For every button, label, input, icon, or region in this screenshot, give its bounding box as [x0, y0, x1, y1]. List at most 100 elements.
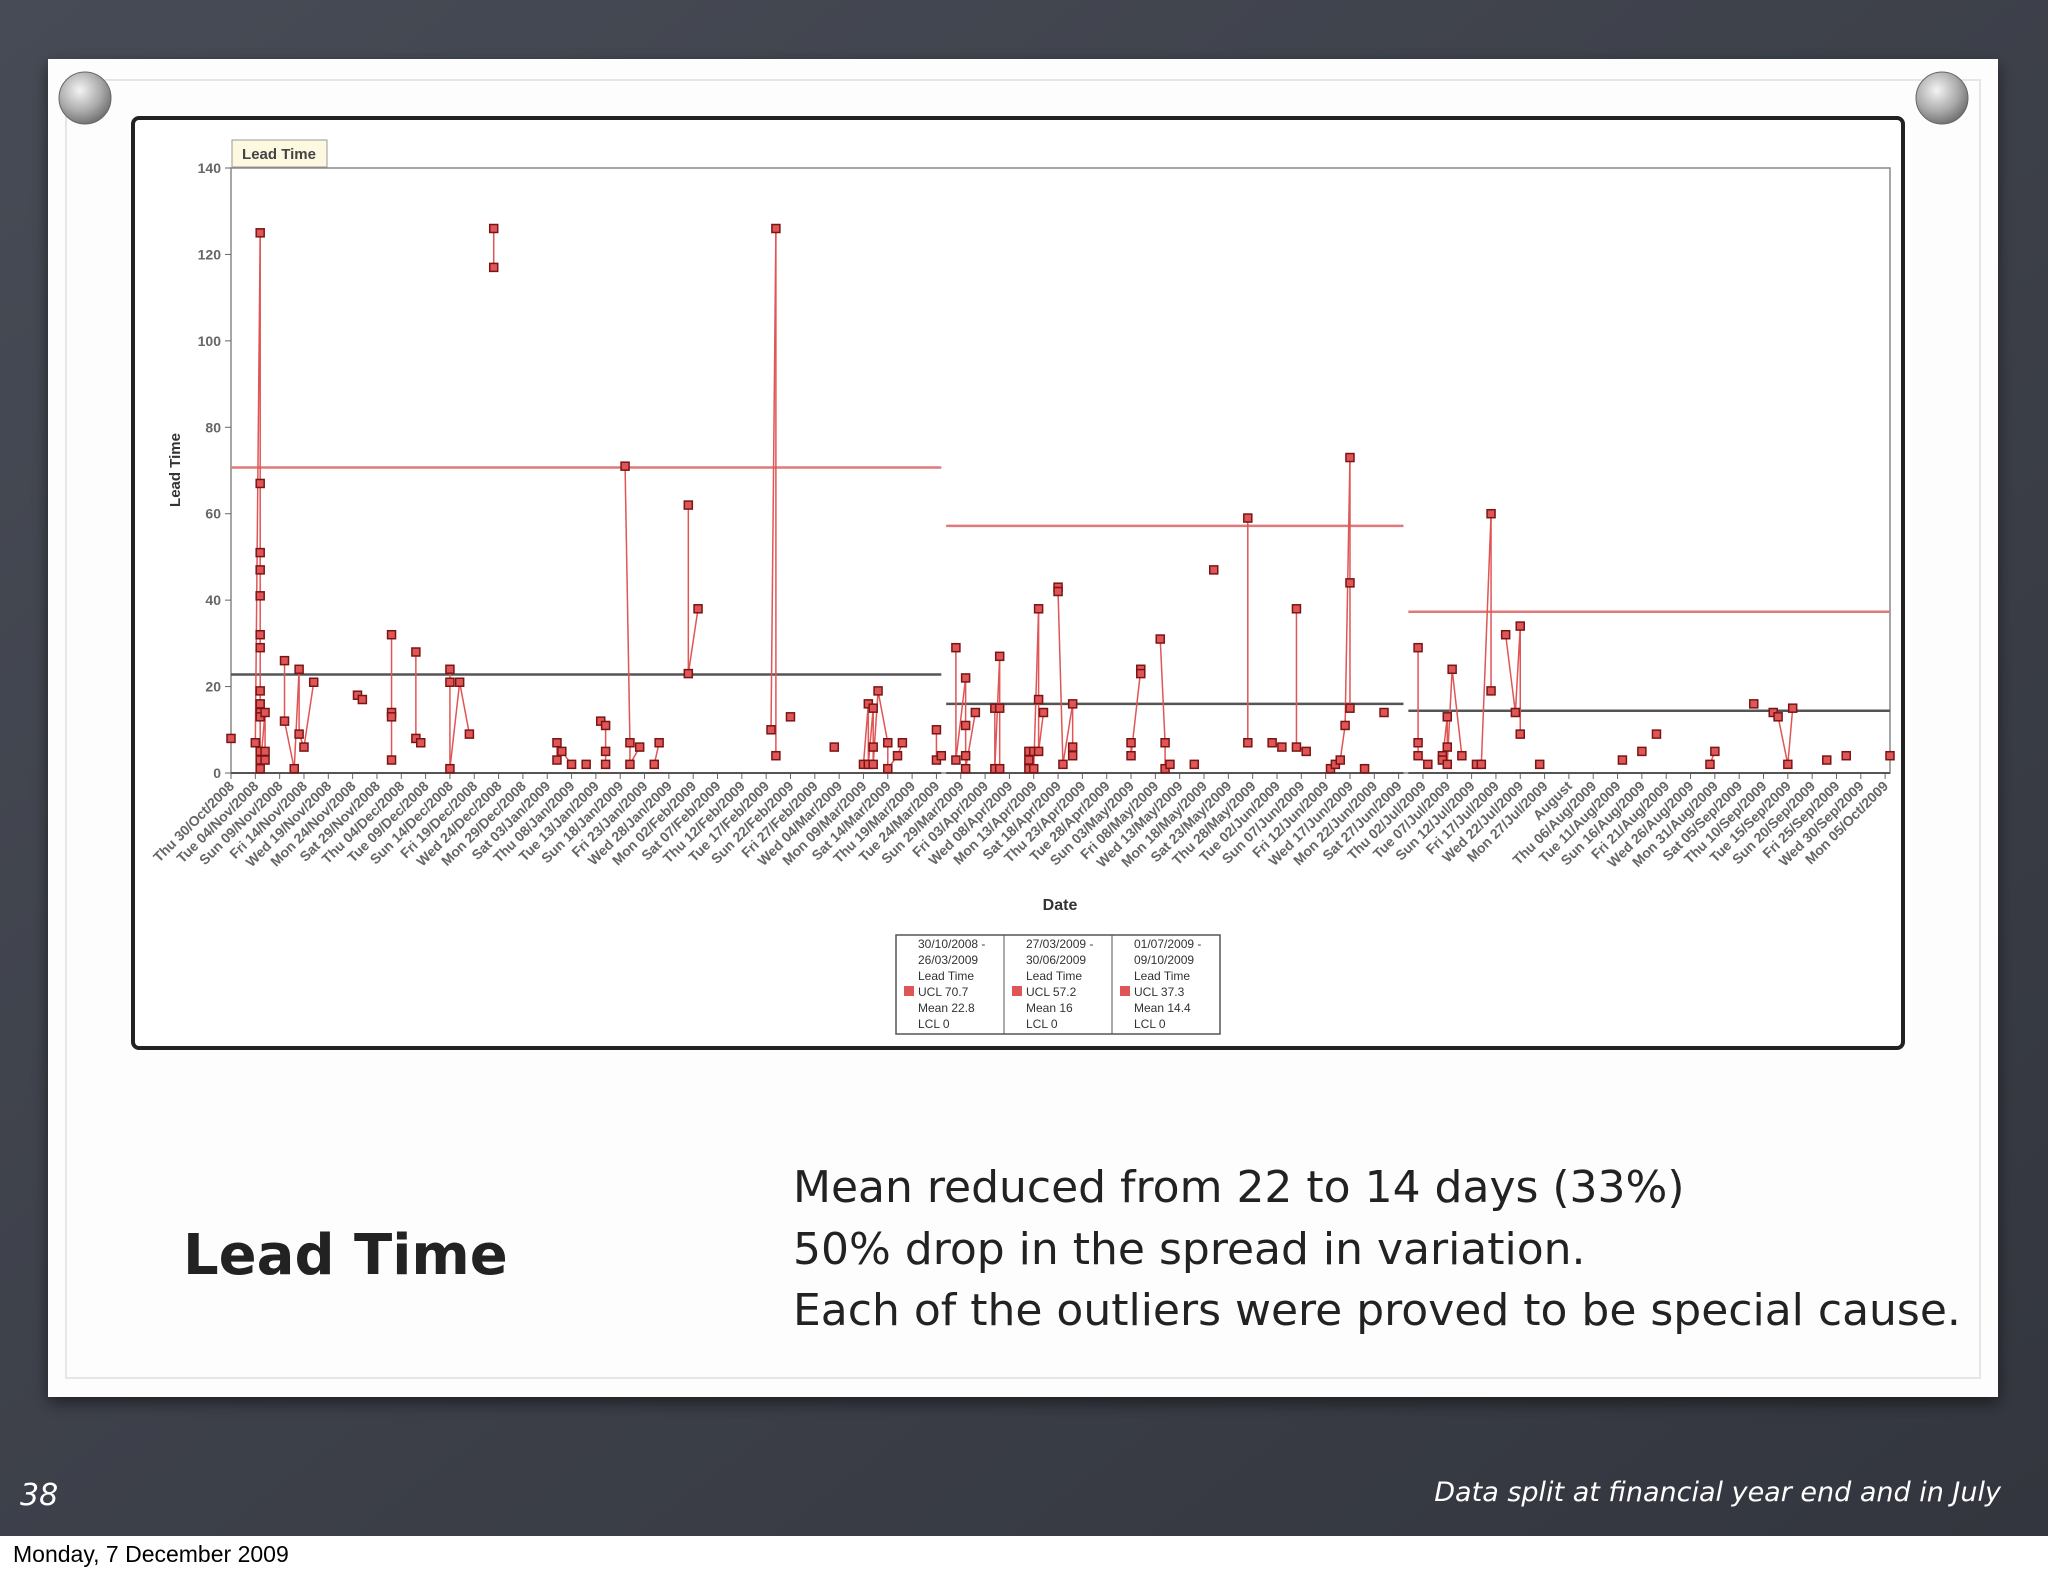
- legend-box: [895, 934, 1221, 1035]
- data-point: [892, 750, 903, 761]
- data-point: [557, 746, 567, 757]
- data-point: [970, 707, 981, 718]
- legend-dates: 30/06/2009: [1026, 953, 1086, 967]
- data-point: [994, 651, 1005, 662]
- data-point: [1136, 668, 1146, 679]
- connector: [687, 608, 699, 674]
- data-point: [1189, 759, 1200, 770]
- data-point: [883, 763, 893, 774]
- data-point: [1379, 707, 1389, 718]
- data-point: [454, 677, 465, 687]
- data-point: [255, 591, 265, 601]
- data-point: [1442, 742, 1453, 752]
- y-tick-label: 20: [205, 679, 221, 695]
- data-point: [1335, 755, 1345, 765]
- chart-title: Lead Time: [242, 146, 316, 163]
- data-point: [1617, 755, 1628, 765]
- body-line: Each of the outliers were proved to be s…: [793, 1285, 1961, 1336]
- data-point: [868, 759, 878, 770]
- data-point: [771, 223, 781, 234]
- data-point: [552, 755, 562, 765]
- data-point: [255, 547, 265, 558]
- data-point: [1515, 621, 1526, 631]
- data-point: [1534, 759, 1545, 770]
- data-point: [566, 759, 577, 770]
- data-point: [415, 738, 426, 748]
- data-point: [829, 742, 840, 752]
- data-point: [1841, 750, 1851, 761]
- connector: [449, 682, 461, 769]
- connector: [1514, 626, 1522, 713]
- data-point: [960, 763, 971, 774]
- y-tick-label: 100: [198, 333, 222, 349]
- data-point: [1301, 746, 1311, 757]
- connector: [877, 690, 889, 743]
- chart-tab: [231, 139, 328, 168]
- data-point: [1291, 604, 1302, 614]
- data-point: [1486, 686, 1496, 696]
- data-point: [1822, 755, 1832, 765]
- data-point: [279, 716, 290, 726]
- data-point: [1345, 452, 1355, 463]
- data-point: [1413, 642, 1423, 653]
- data-point: [1783, 759, 1793, 770]
- data-point: [255, 763, 265, 774]
- data-point: [386, 712, 397, 722]
- data-point: [1457, 750, 1467, 761]
- data-point: [1067, 699, 1078, 709]
- data-point: [1024, 755, 1034, 765]
- data-point: [488, 262, 499, 273]
- data-point: [600, 720, 611, 731]
- data-point: [1053, 586, 1063, 597]
- legend-series: Lead Time: [918, 969, 974, 983]
- data-point: [994, 703, 1005, 713]
- connector: [293, 669, 300, 769]
- data-point: [1413, 738, 1423, 748]
- legend-dates: 26/03/2009: [918, 953, 978, 967]
- data-point: [1710, 746, 1720, 757]
- date-caption: Monday, 7 December 2009: [13, 1541, 289, 1567]
- connector: [1339, 725, 1346, 761]
- data-point: [1340, 720, 1350, 731]
- connector: [862, 703, 870, 765]
- data-point: [226, 733, 236, 744]
- pushpin: [58, 71, 112, 125]
- data-point: [250, 738, 261, 748]
- data-point: [1476, 759, 1487, 770]
- data-point: [1637, 746, 1647, 757]
- data-point: [766, 725, 776, 735]
- data-point: [1705, 759, 1715, 770]
- connector: [770, 228, 777, 730]
- pushpin: [1915, 71, 1969, 125]
- data-point: [683, 500, 694, 510]
- body-line: Mean reduced from 22 to 14 days (33%): [793, 1162, 1685, 1213]
- legend-mean: Mean 16: [1026, 1001, 1073, 1015]
- legend-swatch: [904, 986, 914, 996]
- data-point: [1277, 742, 1287, 752]
- data-point: [873, 686, 883, 696]
- data-point: [1447, 664, 1457, 675]
- connector: [1159, 639, 1166, 743]
- data-point: [255, 642, 265, 653]
- connector: [1787, 708, 1794, 765]
- connector: [955, 677, 967, 761]
- data-point: [1155, 634, 1165, 644]
- data-point: [868, 742, 878, 752]
- connector: [872, 690, 879, 765]
- data-point: [625, 759, 635, 770]
- data-point: [1510, 707, 1521, 718]
- connector: [1777, 716, 1789, 765]
- data-point: [1165, 759, 1175, 770]
- data-point: [960, 673, 971, 683]
- connector: [1504, 634, 1517, 713]
- data-point: [883, 738, 893, 748]
- data-point: [445, 664, 455, 675]
- data-point: [1500, 629, 1511, 640]
- data-point: [445, 763, 455, 774]
- data-point: [683, 668, 694, 679]
- y-tick-label: 40: [205, 592, 221, 608]
- slide-title: Lead Time: [183, 1223, 508, 1288]
- connector: [303, 682, 315, 748]
- data-point: [255, 699, 265, 709]
- data-point: [785, 712, 796, 722]
